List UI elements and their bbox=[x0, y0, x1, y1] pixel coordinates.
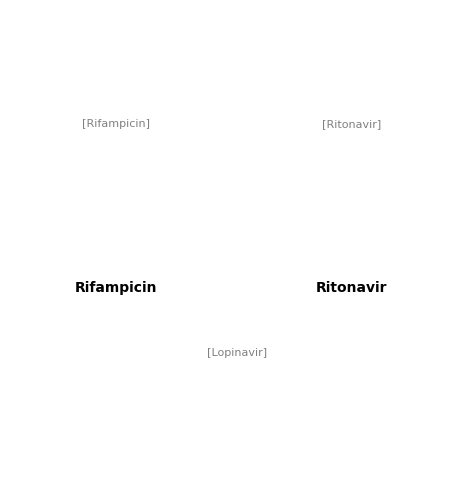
Text: [Rifampicin]: [Rifampicin] bbox=[82, 119, 151, 129]
Text: [Ritonavir]: [Ritonavir] bbox=[322, 119, 381, 129]
Text: Rifampicin: Rifampicin bbox=[75, 280, 158, 294]
Text: [Lopinavir]: [Lopinavir] bbox=[208, 348, 267, 358]
Text: Ritonavir: Ritonavir bbox=[316, 280, 387, 294]
